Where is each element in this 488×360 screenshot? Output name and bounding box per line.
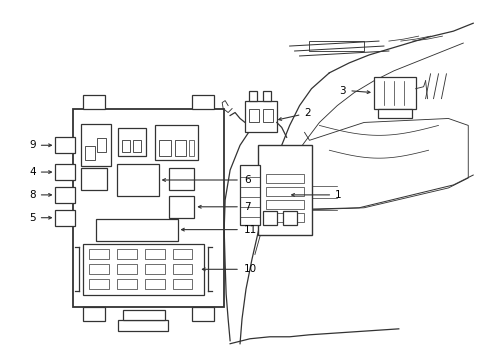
Text: 5: 5 [29,213,36,223]
Bar [55,137,75,153]
Bar [85,146,95,160]
Bar [117,264,137,274]
Bar [240,165,259,225]
Bar [282,211,296,225]
Bar [122,140,130,152]
Bar [144,249,164,260]
Bar [97,138,106,152]
Bar [158,140,170,156]
Bar [89,279,109,289]
Bar [133,140,141,152]
Bar [257,145,312,235]
Bar [263,91,270,100]
Bar [244,100,276,132]
Bar [83,307,105,321]
Bar [377,109,411,118]
Text: 3: 3 [339,86,346,96]
Bar [265,213,303,222]
Bar [55,164,75,180]
Bar [117,279,137,289]
Bar [96,219,177,240]
Bar [192,307,214,321]
Bar [263,211,276,225]
Bar [174,140,186,156]
Bar [137,222,149,238]
Bar [172,264,192,274]
Bar [265,200,303,209]
Bar [265,187,303,196]
Bar [55,210,75,226]
Text: 7: 7 [244,202,250,212]
Bar [101,222,114,238]
Bar [172,249,192,260]
Bar [81,168,107,190]
Bar [118,320,167,331]
Text: 2: 2 [304,108,310,117]
Bar [154,125,198,160]
Bar [83,243,204,295]
Bar [189,140,194,156]
Text: 4: 4 [29,167,36,177]
Bar [81,125,111,166]
Bar [119,222,132,238]
Bar [192,95,214,109]
Bar [122,310,164,320]
Bar [248,109,258,122]
Text: 10: 10 [244,264,257,274]
Text: 1: 1 [335,190,341,200]
Text: 9: 9 [29,140,36,150]
Bar [168,168,194,190]
Bar [89,264,109,274]
Bar [117,164,158,196]
Bar [168,196,194,218]
Text: 8: 8 [29,190,36,200]
Bar [154,222,167,238]
Bar [172,279,192,289]
Bar [117,249,137,260]
Text: 11: 11 [244,225,257,235]
Bar [248,91,256,100]
Bar [263,109,272,122]
Bar [309,41,364,51]
Bar [55,187,75,203]
Bar [373,77,415,109]
Bar [83,95,105,109]
Bar [73,109,224,307]
Text: 6: 6 [244,175,250,185]
Bar [265,174,303,183]
Bar [144,279,164,289]
Bar [144,264,164,274]
Bar [118,129,145,156]
Bar [89,249,109,260]
